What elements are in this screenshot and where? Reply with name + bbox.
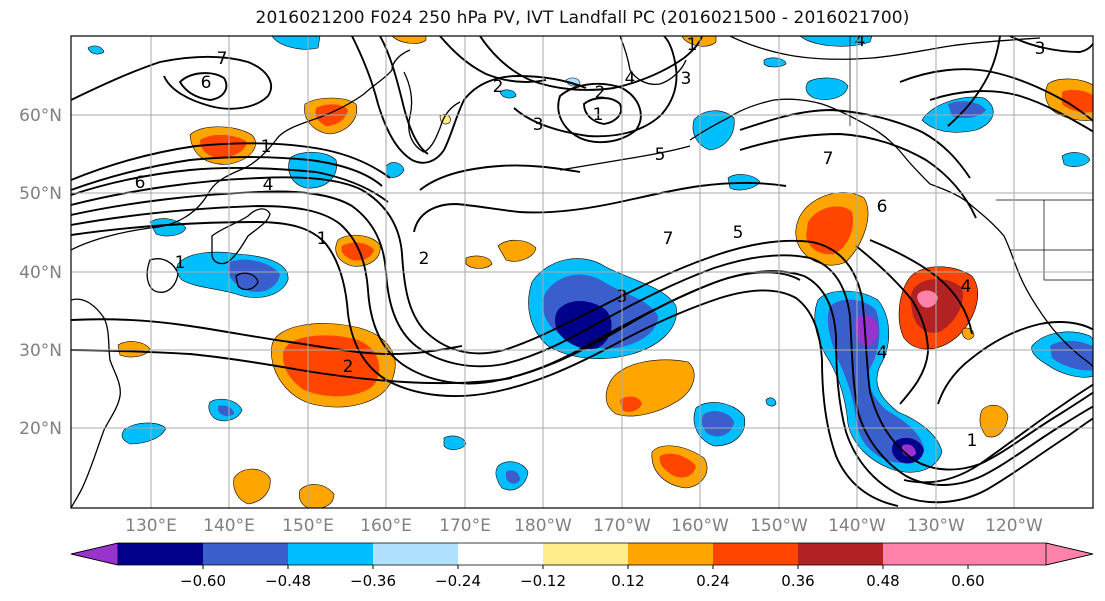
lon-label: 160°E (360, 516, 412, 536)
lon-label: 150°W (750, 516, 808, 536)
contour-label: 1 (687, 35, 698, 55)
contour-label: 3 (533, 115, 544, 135)
contour-label: 6 (201, 73, 212, 93)
contour-label: 4 (855, 31, 866, 51)
contour-label: 4 (263, 175, 274, 195)
colorbar-ticks (202, 565, 969, 569)
lon-label: 130°E (125, 516, 177, 536)
lon-label: 130°W (907, 516, 965, 536)
colorbar-tick-label: −0.12 (520, 572, 566, 590)
colorbar-tick-label: 0.36 (781, 572, 814, 590)
lon-label: 180°W (514, 516, 572, 536)
contour-label: 2 (419, 249, 430, 269)
lon-label: 170°W (593, 516, 651, 536)
contour-label: 4 (961, 277, 972, 297)
colorbar-tick-label: 0.60 (951, 572, 984, 590)
lon-label: 160°W (671, 516, 729, 536)
colorbar-tick-label: 0.48 (866, 572, 899, 590)
contour-label: 7 (823, 149, 834, 169)
china-coastline (71, 298, 121, 508)
colorbar-tick-label: 0.12 (611, 572, 644, 590)
positive-anomaly-gulf-of-alaska (795, 192, 869, 266)
colorbar-tick-label: −0.48 (265, 572, 311, 590)
negative-anomaly-central-pacific (528, 258, 677, 359)
contour-label: 2 (595, 83, 606, 103)
colorbar-tick-labels: −0.60 −0.48 −0.36 −0.24 −0.12 0.12 0.24 … (180, 572, 985, 590)
colorbar-tick-label: −0.24 (435, 572, 481, 590)
map-frame (70, 35, 1094, 509)
contour-label: 2 (343, 357, 354, 377)
figure-title: 2016021200 F024 250 hPa PV, IVT Landfall… (255, 8, 910, 28)
lon-label: 170°E (439, 516, 491, 536)
lon-label: 150°E (282, 516, 334, 536)
colorbar-bin (798, 543, 883, 565)
map-content: 7 6 6 4 1 1 2 2 4 3 3 1 2 4 1 5 7 (71, 31, 1093, 508)
colorbar-extend-low (70, 542, 119, 566)
longitude-labels: 130°E 140°E 150°E 160°E 170°E 180°W 170°… (125, 516, 1043, 536)
colorbar-extend-high (1045, 542, 1094, 566)
colorbar-bin (458, 543, 543, 565)
lon-label: 140°E (203, 516, 255, 536)
pv-contours (71, 36, 1093, 507)
colorbar-bin (543, 543, 628, 565)
colorbar-tick-label: 0.24 (696, 572, 729, 590)
colorbar: −0.60 −0.48 −0.36 −0.24 −0.12 0.12 0.24 … (70, 542, 1094, 590)
aleutian-chain (559, 145, 691, 171)
colorbar-bin (118, 543, 203, 565)
north-coast (729, 36, 1041, 60)
alaska-coastline (689, 98, 931, 185)
contour-label: 7 (663, 229, 674, 249)
contour-label: 6 (877, 197, 888, 217)
positive-anomaly-dateline-north (335, 234, 381, 267)
contour-label: 6 (135, 173, 146, 193)
asia-coastline (71, 49, 411, 251)
contour-label: 2 (493, 77, 504, 97)
contour-label: 1 (261, 137, 272, 157)
colorbar-bin (713, 543, 798, 565)
bc-coastline (929, 183, 1093, 369)
colorbar-tick-label: −0.60 (180, 572, 226, 590)
map-panel: 7 6 6 4 1 1 2 2 4 3 3 1 2 4 1 5 7 (70, 31, 1094, 509)
colorbar-tick-label: −0.36 (350, 572, 396, 590)
contour-label: 5 (733, 223, 744, 243)
contour-label: 3 (1035, 39, 1046, 59)
coastlines (71, 36, 1093, 508)
contour-label: 4 (625, 69, 636, 89)
lat-label: 60°N (19, 106, 62, 126)
colorbar-bin (288, 543, 373, 565)
map-gridlines (71, 36, 1093, 508)
colorbar-bin (883, 543, 968, 565)
lat-label: 20°N (19, 419, 62, 439)
korea-coastline (146, 258, 179, 293)
contour-label: 1 (967, 431, 978, 451)
lat-label: 40°N (19, 263, 62, 283)
lon-label: 120°W (985, 516, 1043, 536)
positive-anomaly-nw (189, 126, 256, 165)
contour-label: 3 (681, 69, 692, 89)
colorbar-bin (203, 543, 288, 565)
colorbar-bin (373, 543, 458, 565)
colorbar-outline (70, 542, 1094, 566)
lat-label: 30°N (19, 341, 62, 361)
japan-coastline (211, 208, 271, 291)
positive-anomaly-west-coast (898, 266, 979, 350)
colorbar-bin (968, 543, 1046, 565)
lat-label: 50°N (19, 184, 62, 204)
contour-label: 1 (175, 253, 186, 273)
contour-label: 1 (317, 229, 328, 249)
contour-label: 7 (217, 49, 228, 69)
lon-label: 140°W (828, 516, 886, 536)
latitude-labels: 60°N 50°N 40°N 30°N 20°N (19, 106, 62, 439)
contour-label: 5 (655, 145, 666, 165)
colorbar-bin (628, 543, 713, 565)
contour-label: 4 (877, 343, 888, 363)
